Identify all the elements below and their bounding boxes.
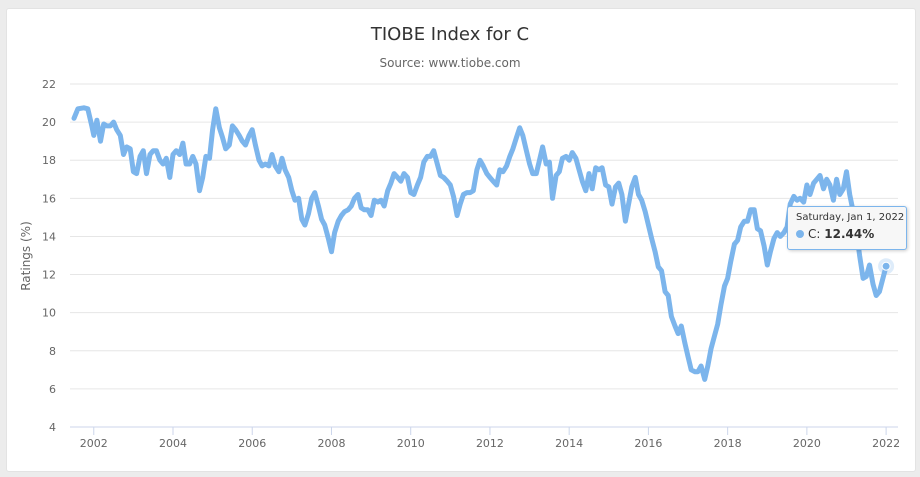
series-line-c[interactable] — [71, 105, 889, 382]
x-tick-label: 2022 — [872, 437, 900, 450]
chart-subtitle: Source: www.tiobe.com — [379, 56, 520, 70]
x-tick-label: 2020 — [793, 437, 821, 450]
y-tick-label: 12 — [42, 269, 56, 282]
x-tick-label: 2002 — [80, 437, 108, 450]
y-tick-label: 6 — [49, 383, 56, 396]
y-tick-label: 14 — [42, 230, 56, 243]
y-tick-label: 18 — [42, 154, 56, 167]
x-tick-label: 2008 — [317, 437, 345, 450]
gridlines — [70, 83, 898, 428]
y-tick-label: 20 — [42, 116, 56, 129]
y-tick-label: 22 — [42, 78, 56, 91]
hover-marker[interactable] — [881, 261, 891, 271]
series-dot-icon — [796, 230, 804, 238]
tooltip-row: C: 12.44% — [796, 227, 898, 241]
tooltip: Saturday, Jan 1, 2022 C: 12.44% — [787, 206, 907, 250]
y-tick-label: 16 — [42, 192, 56, 205]
x-axis-ticks: 2002 2004 2006 2008 2010 2012 2014 2016 2018 2020… — [80, 427, 900, 450]
y-axis-title: Ratings (%) — [19, 221, 33, 291]
tooltip-value: 12.44% — [824, 227, 875, 241]
x-tick-label: 2012 — [476, 437, 504, 450]
x-tick-label: 2016 — [634, 437, 662, 450]
y-tick-label: 8 — [49, 345, 56, 358]
x-tick-label: 2018 — [714, 437, 742, 450]
x-tick-label: 2010 — [397, 437, 425, 450]
x-tick-label: 2014 — [555, 437, 583, 450]
x-tick-label: 2004 — [159, 437, 187, 450]
y-tick-label: 10 — [42, 307, 56, 320]
x-tick-label: 2006 — [238, 437, 266, 450]
tooltip-series-label: C: — [808, 227, 821, 241]
chart-title: TIOBE Index for C — [370, 24, 529, 45]
y-axis-ticks: 4 6 8 10 12 14 16 18 20 22 — [42, 78, 56, 434]
tooltip-date: Saturday, Jan 1, 2022 — [796, 212, 905, 223]
y-tick-label: 4 — [49, 421, 56, 434]
